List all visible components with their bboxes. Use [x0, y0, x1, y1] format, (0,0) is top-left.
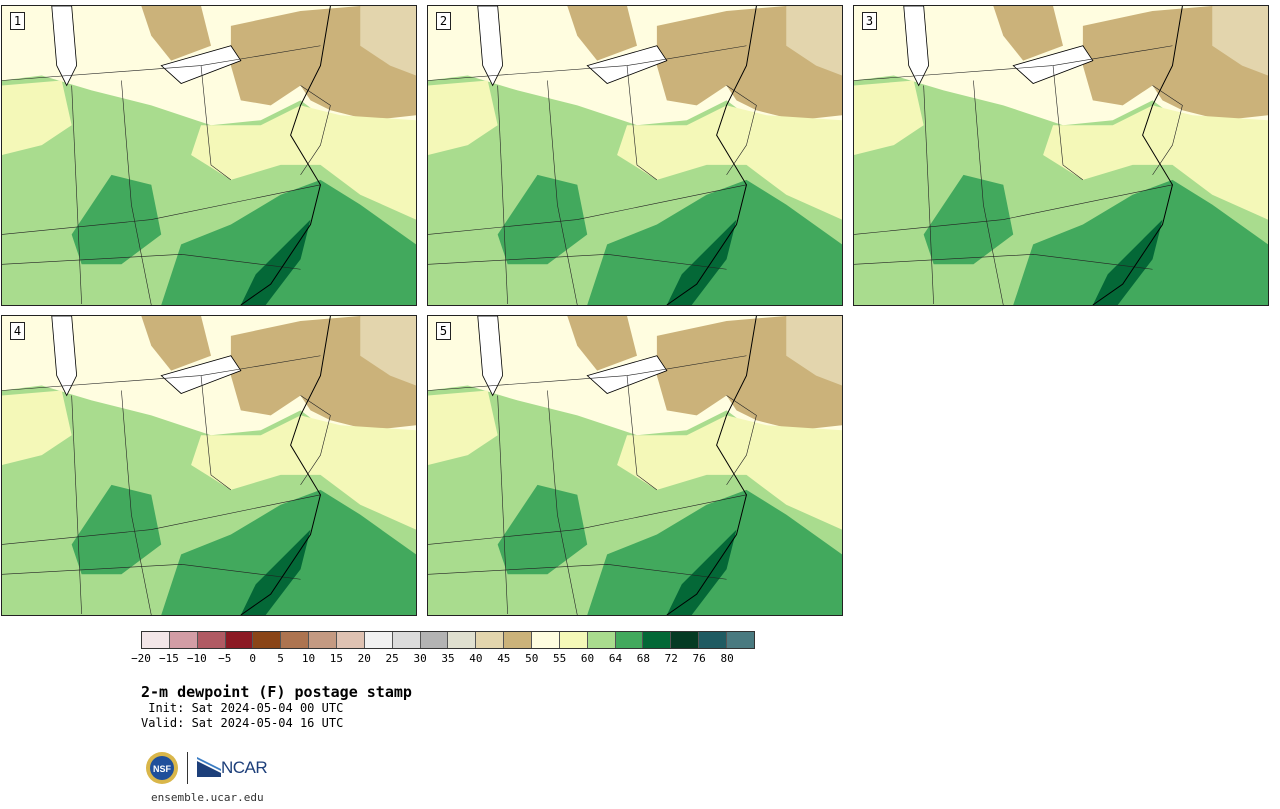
colorbar-tick-label: 50	[525, 652, 539, 665]
colorbar-tick-label: −15	[158, 652, 179, 665]
sponsor-logos: NSF NCAR	[145, 749, 275, 789]
colorbar-swatch	[309, 632, 338, 648]
colorbar-tick-label: 68	[636, 652, 650, 665]
colorbar-swatch	[392, 632, 421, 648]
colorbar-tick-label: 64	[608, 652, 623, 665]
colorbar-tick-label: 60	[580, 652, 595, 665]
colorbar-tick-label: 40	[469, 652, 483, 665]
nsf-logo-icon: NSF	[146, 752, 178, 784]
colorbar-tick-label: 55	[553, 652, 567, 665]
valid-time: Valid: Sat 2024-05-04 16 UTC	[141, 716, 344, 730]
ensemble-member-panel-2: 2	[427, 5, 843, 306]
site-url: ensemble.ucar.edu	[151, 791, 264, 804]
member-number-label: 5	[436, 322, 451, 340]
colorbar-swatch	[225, 632, 254, 648]
colorbar-tick-label: 5	[277, 652, 284, 665]
colorbar-tick-label: 25	[385, 652, 399, 665]
colorbar-swatch	[420, 632, 449, 648]
dewpoint-map	[854, 6, 1268, 305]
colorbar-swatch	[504, 632, 533, 648]
colorbar-swatch	[476, 632, 505, 648]
colorbar-swatch	[197, 632, 226, 648]
dewpoint-map	[428, 6, 842, 305]
colorbar-tick-label: 80	[720, 652, 734, 665]
colorbar-swatch	[615, 632, 644, 648]
member-number-label: 1	[10, 12, 25, 30]
ensemble-member-panel-5: 5	[427, 315, 843, 616]
colorbar-tick-label: −20	[131, 652, 151, 665]
ncar-logo-icon	[197, 757, 221, 777]
dewpoint-map	[2, 6, 416, 305]
colorbar-tick-label: 15	[329, 652, 343, 665]
ensemble-member-panel-3: 3	[853, 5, 1269, 306]
colorbar-tick-label: 76	[692, 652, 706, 665]
colorbar-tick-label: 35	[441, 652, 455, 665]
colorbar-swatch	[587, 632, 616, 648]
init-time: Init: Sat 2024-05-04 00 UTC	[141, 701, 344, 715]
nsf-logo-text: NSF	[153, 764, 172, 774]
colorbar-swatch	[643, 632, 672, 648]
ncar-logo-text: NCAR	[221, 758, 268, 777]
colorbar-swatch	[169, 632, 198, 648]
ensemble-member-panel-4: 4	[1, 315, 417, 616]
logo-divider	[187, 752, 188, 784]
colorbar-tick-label: 45	[497, 652, 511, 665]
colorbar-tick-label: 0	[249, 652, 256, 665]
ensemble-member-panel-1: 1	[1, 5, 417, 306]
colorbar-swatch	[281, 632, 310, 648]
dewpoint-map	[2, 316, 416, 615]
member-number-label: 4	[10, 322, 25, 340]
colorbar-swatch	[142, 632, 170, 648]
colorbar-tick-label: 30	[413, 652, 427, 665]
colorbar-swatch	[253, 632, 282, 648]
plot-title: 2-m dewpoint (F) postage stamp	[141, 683, 412, 701]
colorbar-swatch	[532, 632, 560, 648]
colorbar-tick-labels: −20 −15 −10 −5 0 5 10 15 20 25 30 35 40 45 50 55 60 64 68 7…	[131, 652, 755, 666]
colorbar-tick-label: −5	[218, 652, 232, 665]
colorbar-tick-label: −10	[186, 652, 207, 665]
member-number-label: 2	[436, 12, 451, 30]
colorbar-tick-label: 20	[357, 652, 371, 665]
colorbar-swatch	[337, 632, 365, 648]
colorbar-swatch	[671, 632, 700, 648]
colorbar-swatch	[448, 632, 477, 648]
colorbar-swatch	[364, 632, 393, 648]
dewpoint-colorbar	[141, 631, 755, 649]
colorbar-swatch	[559, 632, 588, 648]
colorbar-swatch	[699, 632, 728, 648]
colorbar-tick-label: 10	[301, 652, 316, 665]
colorbar-swatch	[727, 632, 754, 648]
colorbar-tick-label: 72	[664, 652, 678, 665]
dewpoint-map	[428, 316, 842, 615]
member-number-label: 3	[862, 12, 877, 30]
